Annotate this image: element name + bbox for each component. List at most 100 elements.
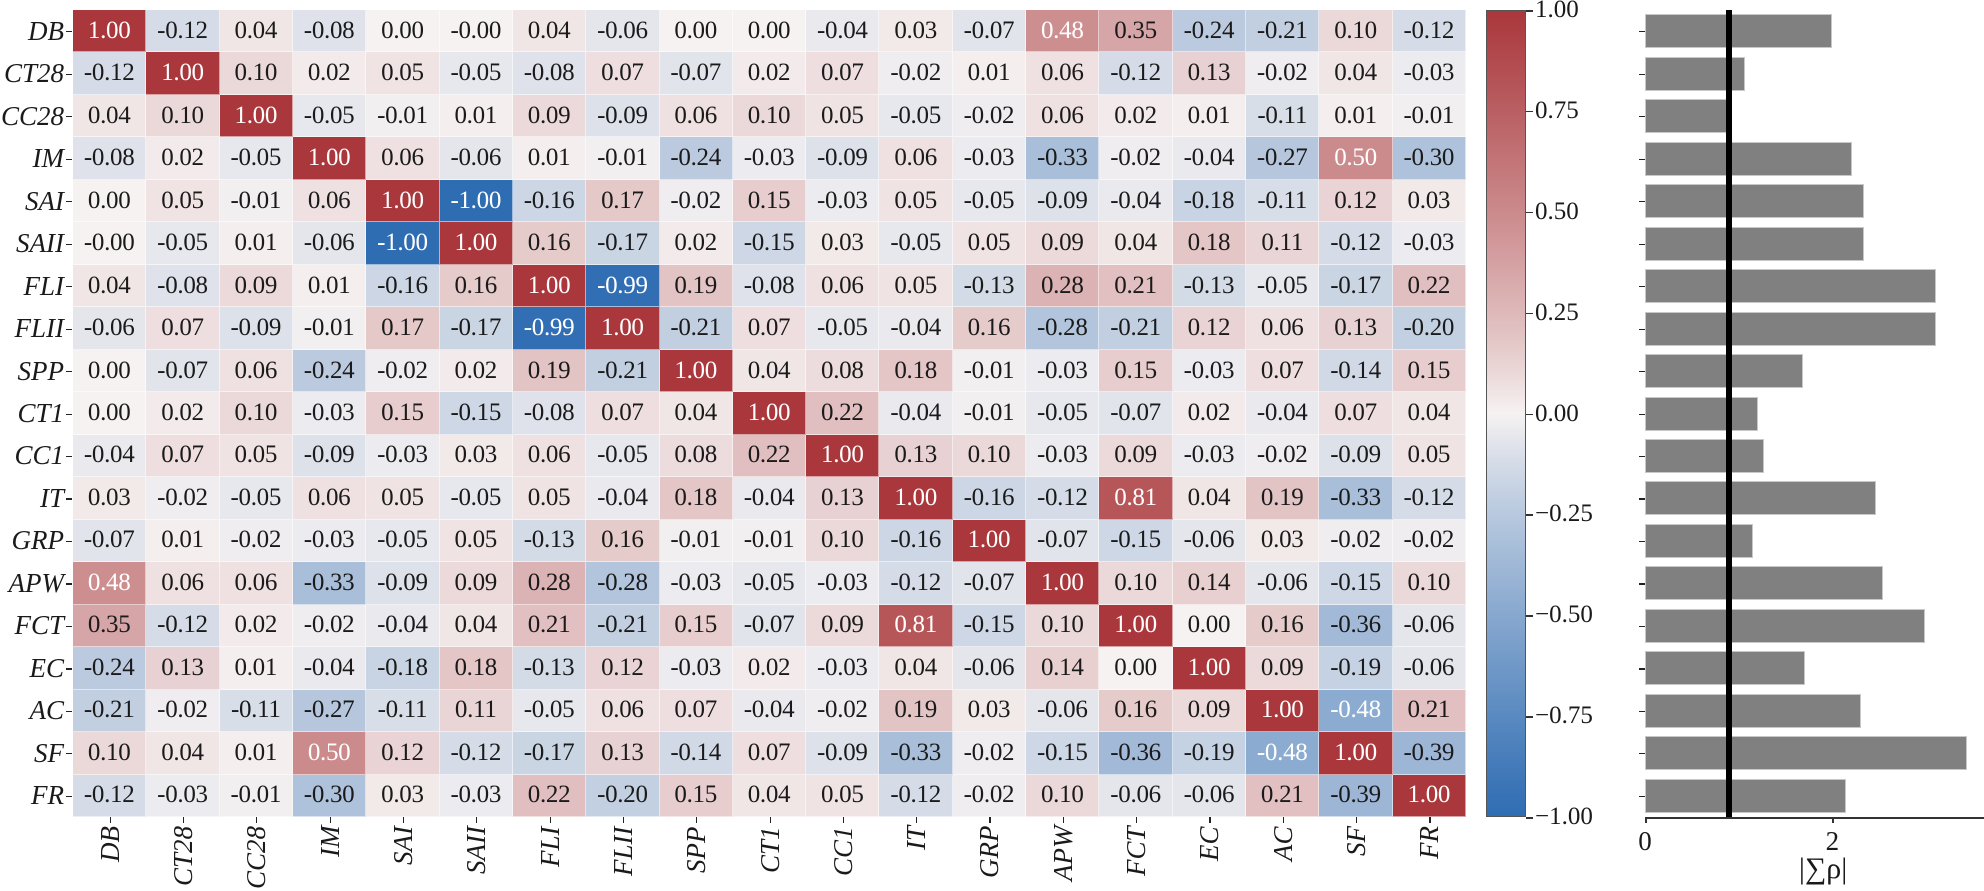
heatmap-cell-AC-APW: -0.06 — [1026, 689, 1100, 733]
column-label-APW: APW — [1047, 825, 1078, 881]
heatmap-cell-AC-FLI: -0.05 — [512, 689, 587, 733]
correlation-heatmap: 1.00 -0.12 0.04 -0.08 0.00 -0.00 0.04 -0.06 0.00… — [73, 10, 1466, 817]
heatmap-cell-SPP-IT: 0.18 — [879, 349, 953, 393]
heatmap-cell-GRP-AC: 0.03 — [1246, 519, 1320, 563]
heatmap-cell-EC-SAI: -0.18 — [366, 647, 440, 690]
heatmap-cell-FR-DB: -0.12 — [73, 774, 147, 817]
heatmap-cell-AC-IM: -0.27 — [292, 689, 367, 733]
heatmap-cell-AC-CC1: -0.02 — [806, 689, 880, 733]
bar-CC1 — [1645, 438, 1764, 473]
heatmap-cell-CT1-SAII: -0.15 — [439, 392, 513, 435]
heatmap-cell-AC-IT: 0.19 — [879, 689, 953, 733]
bar-y-tick — [1639, 540, 1645, 543]
row-label-EC: EC — [29, 652, 64, 683]
heatmap-cell-SPP-EC: -0.03 — [1172, 349, 1247, 393]
heatmap-cell-IT-GRP: -0.16 — [952, 477, 1027, 520]
heatmap-cell-CT28-IT: -0.02 — [879, 52, 953, 95]
heatmap-cell-IT-IM: 0.06 — [292, 477, 367, 520]
heatmap-cell-FCT-CC1: 0.09 — [806, 604, 880, 648]
heatmap-cell-CC28-FLII: -0.09 — [586, 94, 660, 138]
bar-y-tick — [1639, 710, 1645, 712]
bar-y-tick — [1639, 286, 1645, 288]
heatmap-cell-IT-SAII: -0.05 — [439, 477, 513, 520]
heatmap-cell-SAII-CT28: -0.05 — [146, 222, 220, 265]
heatmap-cell-AC-AC: 1.00 — [1246, 689, 1320, 733]
heatmap-cell-APW-APW: 1.00 — [1026, 562, 1100, 605]
bar-y-tick — [1639, 625, 1645, 628]
heatmap-cell-SAII-FR: -0.03 — [1392, 222, 1466, 265]
heatmap-cell-SPP-IM: -0.24 — [292, 349, 367, 393]
heatmap-cell-FCT-GRP: -0.15 — [952, 604, 1027, 648]
heatmap-cell-CT28-CT28: 1.00 — [146, 52, 220, 95]
heatmap-cell-DB-APW: 0.48 — [1026, 10, 1100, 53]
heatmap-cell-SAII-FLI: 0.16 — [512, 222, 587, 265]
colorbar-tick-label: −0.75 — [1535, 702, 1593, 730]
heatmap-cell-CC1-FLI: 0.06 — [512, 434, 587, 478]
heatmap-cell-FLI-FCT: 0.21 — [1099, 264, 1173, 308]
bar-y-tick — [1639, 498, 1645, 500]
heatmap-cell-SF-FR: -0.39 — [1392, 732, 1466, 775]
heatmap-cell-FCT-CC28: 0.02 — [219, 604, 293, 648]
column-label-FLII: FLII — [607, 826, 638, 877]
heatmap-cell-IT-CC1: 0.13 — [806, 477, 880, 520]
heatmap-cell-CT1-IM: -0.03 — [292, 392, 367, 435]
heatmap-cell-SAII-SPP: 0.02 — [659, 222, 733, 265]
row-label-SF: SF — [34, 737, 64, 768]
heatmap-cell-IT-SF: -0.33 — [1319, 477, 1393, 520]
heatmap-cell-GRP-EC: -0.06 — [1172, 519, 1247, 563]
heatmap-cell-DB-CT28: -0.12 — [146, 10, 220, 53]
heatmap-cell-EC-APW: 0.14 — [1026, 647, 1100, 690]
column-label-IT: IT — [901, 825, 932, 850]
heatmap-cell-SPP-AC: 0.07 — [1246, 349, 1320, 393]
heatmap-cell-SF-FCT: -0.36 — [1099, 732, 1173, 775]
heatmap-cell-FLII-EC: 0.12 — [1172, 307, 1247, 350]
heatmap-cell-CT1-IT: -0.04 — [879, 392, 953, 435]
heatmap-cell-CC1-CC1: 1.00 — [806, 434, 880, 478]
heatmap-cell-SF-CC28: 0.01 — [219, 732, 293, 775]
heatmap-cell-APW-SAI: -0.09 — [366, 562, 440, 605]
heatmap-cell-APW-AC: -0.06 — [1246, 562, 1320, 605]
heatmap-cell-IM-SPP: -0.24 — [659, 137, 733, 180]
heatmap-cell-CT1-GRP: -0.01 — [952, 392, 1027, 435]
bar-y-tick — [1639, 583, 1645, 585]
bar-y-tick — [1639, 201, 1645, 203]
heatmap-cell-DB-GRP: -0.07 — [952, 10, 1027, 53]
column-tick — [329, 817, 331, 823]
colorbar-tick-label: 0.50 — [1535, 197, 1579, 225]
heatmap-cell-FR-FLI: 0.22 — [512, 774, 587, 817]
heatmap-cell-CC28-AC: -0.11 — [1246, 94, 1320, 138]
heatmap-cell-IM-CT28: 0.02 — [146, 137, 220, 180]
bar-SAI — [1645, 184, 1865, 219]
heatmap-cell-GRP-CC1: 0.10 — [806, 519, 880, 563]
heatmap-cell-CT28-FLII: 0.07 — [586, 52, 660, 95]
column-label-CC28: CC28 — [241, 825, 272, 889]
heatmap-cell-FR-AC: 0.21 — [1246, 774, 1320, 817]
bar-y-tick — [1639, 413, 1645, 415]
heatmap-cell-CT28-SF: 0.04 — [1319, 52, 1393, 95]
heatmap-cell-IM-CC1: -0.09 — [806, 137, 880, 180]
bar-y-tick — [1639, 31, 1645, 33]
colorbar-tick — [1526, 110, 1533, 113]
heatmap-cell-SPP-FLI: 0.19 — [512, 349, 587, 393]
heatmap-cell-GRP-FR: -0.02 — [1392, 519, 1466, 563]
column-tick — [916, 817, 918, 823]
heatmap-cell-FCT-IT: 0.81 — [879, 604, 953, 648]
heatmap-cell-IM-DB: -0.08 — [73, 137, 147, 180]
heatmap-cell-EC-FLI: -0.13 — [512, 647, 587, 690]
colorbar-tick — [1526, 312, 1533, 315]
heatmap-cell-SAI-SAII: -1.00 — [439, 179, 513, 223]
heatmap-cell-SF-EC: -0.19 — [1172, 732, 1247, 775]
heatmap-cell-SF-APW: -0.15 — [1026, 732, 1100, 775]
heatmap-cell-GRP-CT1: -0.01 — [732, 519, 807, 563]
colorbar-tick-label: −0.25 — [1535, 500, 1593, 528]
heatmap-cell-CC1-IM: -0.09 — [292, 434, 367, 478]
bar-SF — [1645, 736, 1968, 771]
heatmap-cell-CC1-GRP: 0.10 — [952, 434, 1027, 478]
heatmap-cell-FLII-CT1: 0.07 — [732, 307, 807, 350]
heatmap-cell-SAI-DB: 0.00 — [73, 179, 147, 223]
heatmap-cell-SAII-CC28: 0.01 — [219, 222, 293, 265]
heatmap-cell-GRP-CC28: -0.02 — [219, 519, 293, 563]
heatmap-cell-CC28-IT: -0.05 — [879, 94, 953, 138]
heatmap-cell-SF-GRP: -0.02 — [952, 732, 1027, 775]
heatmap-cell-DB-CC1: -0.04 — [806, 10, 880, 53]
